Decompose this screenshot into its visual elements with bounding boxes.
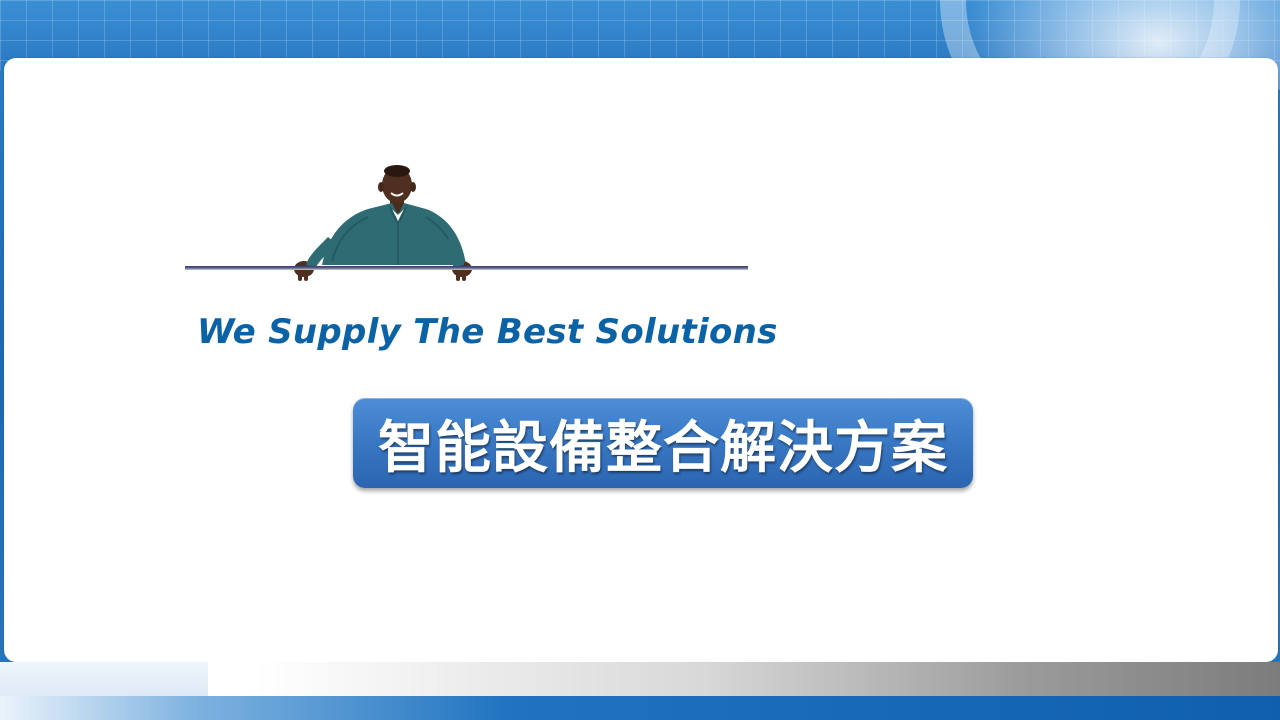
footer-blue-band bbox=[0, 696, 1280, 720]
solution-title-box: 智能設備整合解決方案 bbox=[353, 398, 973, 488]
footer-light-panel bbox=[0, 662, 208, 696]
content-card bbox=[4, 58, 1278, 662]
person-leaning-over-line-icon bbox=[292, 165, 472, 285]
tagline: We Supply The Best Solutions bbox=[197, 312, 778, 352]
horizontal-divider bbox=[185, 266, 748, 270]
footer-gradient-strip bbox=[0, 662, 1280, 696]
solution-title: 智能設備整合解決方案 bbox=[378, 415, 948, 481]
